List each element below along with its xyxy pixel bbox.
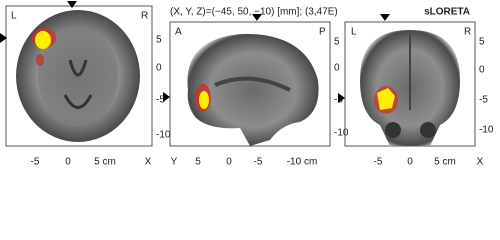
side-label: A xyxy=(175,27,182,38)
tick-label: -10 xyxy=(334,128,349,139)
slice-marker xyxy=(380,14,390,21)
tick-label: -5 xyxy=(254,157,263,168)
activation-yellow xyxy=(377,88,395,110)
tick-label: -10 xyxy=(479,125,494,136)
tick-label: 0 xyxy=(65,157,71,168)
tick-label: -10 xyxy=(156,130,171,141)
tick-label: 5 xyxy=(479,37,485,48)
tick-label: 5 cm xyxy=(434,157,456,168)
tick-label: 0 xyxy=(479,65,485,76)
tick-label: 5 xyxy=(156,35,162,46)
orbit xyxy=(420,122,436,138)
axis-label: X xyxy=(477,157,484,168)
activation-red xyxy=(36,54,44,66)
side-label: L xyxy=(11,11,17,22)
tick-label: 0 xyxy=(334,63,340,74)
coronal-panel: L R 5 0 -5 -10 -5 0 5 cm X xyxy=(338,14,494,168)
orbit xyxy=(385,122,401,138)
tick-label: 0 xyxy=(226,157,232,168)
method-label: sLORETA xyxy=(424,7,470,18)
slice-marker xyxy=(338,93,345,103)
panel-frame xyxy=(5,5,153,147)
axial-panel: L R 5 0 -5 -10 -5 0 5 cm X xyxy=(0,1,171,168)
tick-label: 0 xyxy=(156,63,162,74)
activation-yellow xyxy=(199,91,209,109)
tick-label: 5 xyxy=(195,157,201,168)
sagittal-panel: A P 5 0 -5 -10 Y 5 0 -5 -10 cm xyxy=(163,14,349,168)
tick-label: 5 xyxy=(334,37,340,48)
tick-label: -5 xyxy=(31,157,40,168)
tick-label: -10 cm xyxy=(287,157,318,168)
axis-label: Y xyxy=(171,157,178,168)
tick-label: -5 xyxy=(374,157,383,168)
side-label: P xyxy=(319,27,326,38)
ventricles xyxy=(63,59,93,109)
side-label: L xyxy=(351,27,357,38)
tick-label: 5 cm xyxy=(94,157,116,168)
corpus-callosum xyxy=(214,76,291,92)
side-label: R xyxy=(141,11,148,22)
brain-sagittal xyxy=(187,33,319,146)
sloreta-figure: L R 5 0 -5 -10 -5 0 5 cm X (X, Y, Z)=(−4… xyxy=(0,1,494,168)
coordinates: (X, Y, Z)=(−45, 50, −10) [mm]; (3,47E) xyxy=(170,7,338,18)
slice-marker xyxy=(67,1,77,8)
tick-label: -5 xyxy=(156,95,165,106)
tick-label: 0 xyxy=(407,157,413,168)
side-label: R xyxy=(464,27,471,38)
slice-marker xyxy=(163,92,170,102)
slice-marker xyxy=(0,33,7,43)
activation-yellow xyxy=(35,31,51,49)
slice-marker xyxy=(252,14,262,21)
axis-label: X xyxy=(145,157,152,168)
tick-label: -5 xyxy=(479,95,488,106)
